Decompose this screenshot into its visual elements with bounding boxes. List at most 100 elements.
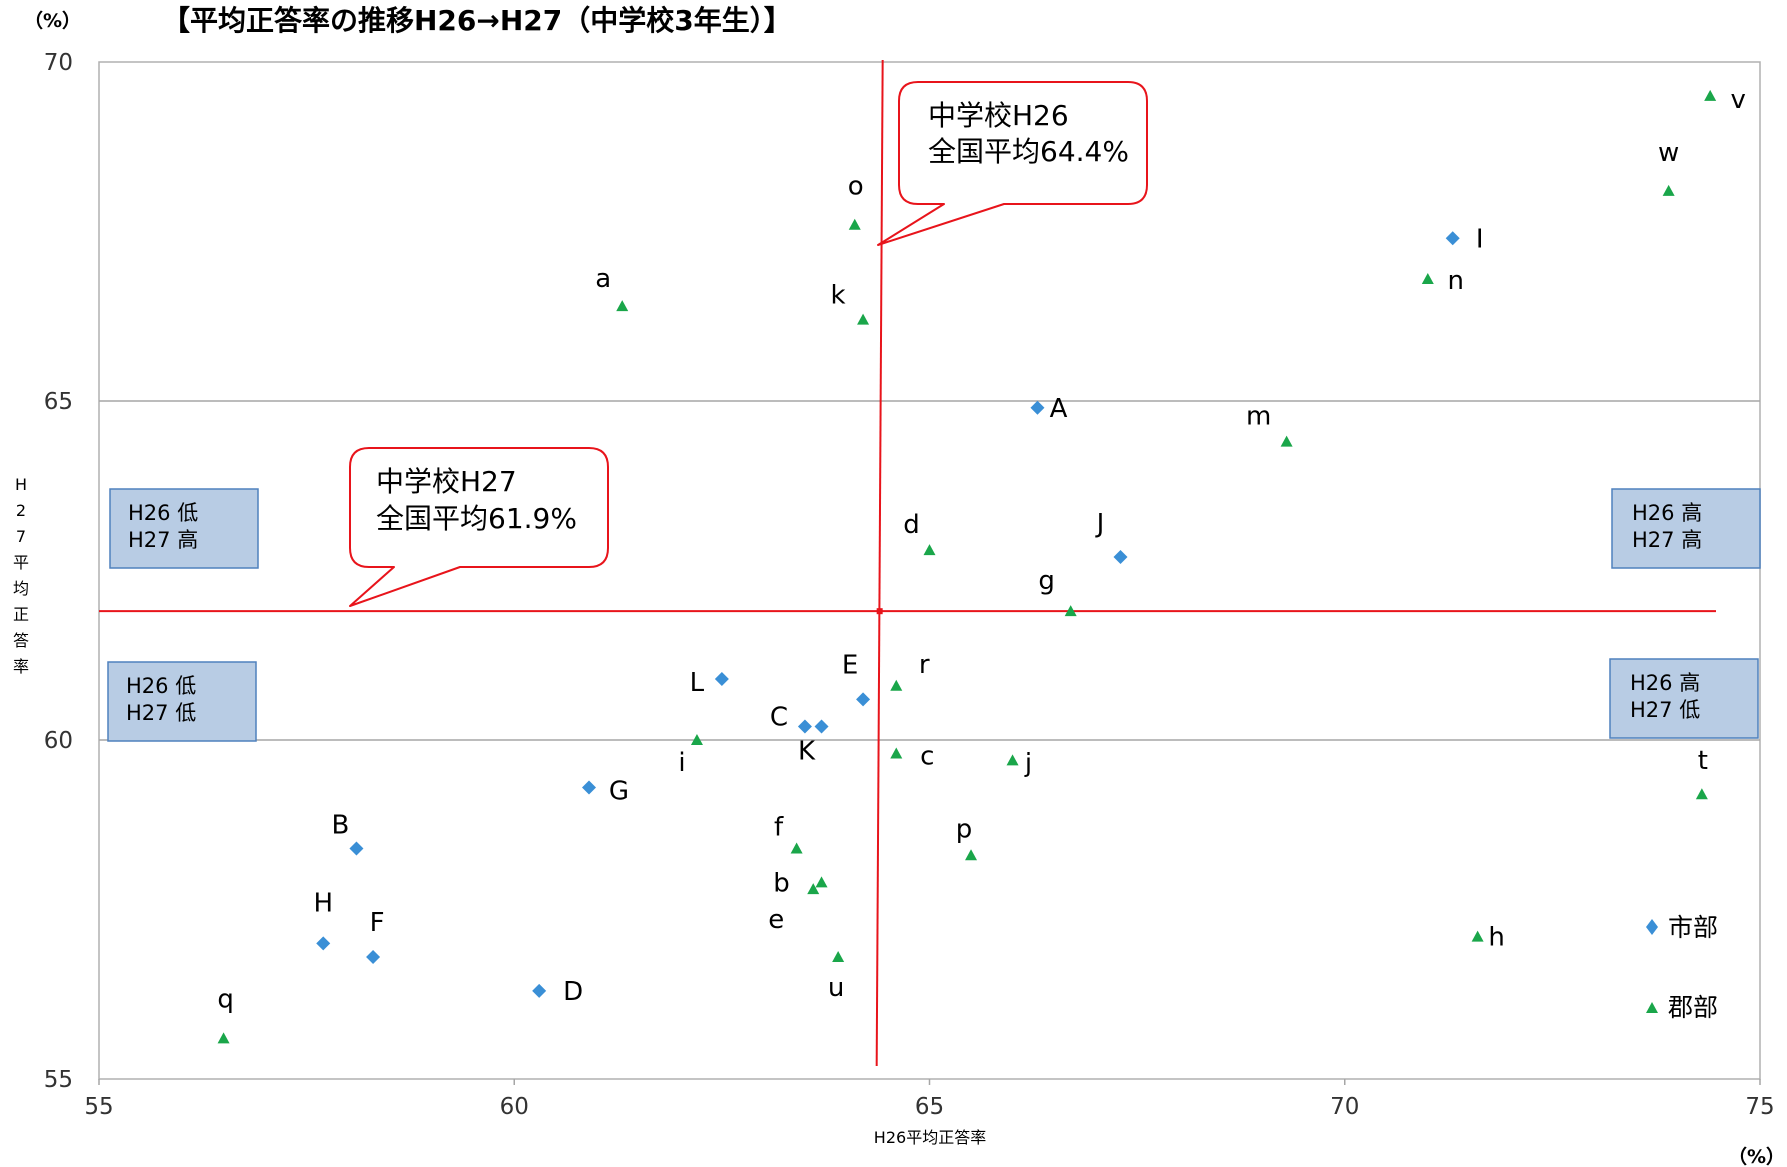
point-gunbu-q — [217, 1032, 230, 1044]
gridlines — [99, 400, 1760, 741]
point-label-gunbu-u: u — [828, 973, 844, 1003]
callout-h26-line2: 全国平均64.4% — [928, 135, 1129, 168]
legend-marker-gunbu — [1646, 1002, 1658, 1013]
point-label-shibu-F: F — [370, 908, 385, 938]
point-label-shibu-D: D — [563, 977, 583, 1007]
point-label-shibu-J: J — [1095, 509, 1105, 539]
point-gunbu-k — [857, 313, 870, 325]
point-shibu-H — [316, 936, 331, 951]
y-axis-title: H 2 7 平均正答率 — [13, 475, 29, 676]
point-gunbu-m — [1280, 435, 1293, 447]
point-gunbu-w — [1662, 184, 1675, 196]
point-shibu-E — [856, 692, 871, 707]
point-gunbu-j — [1006, 754, 1019, 766]
y-unit-label: （%） — [24, 9, 81, 32]
point-gunbu-i — [690, 734, 703, 745]
point-gunbu-r — [890, 679, 903, 691]
point-shibu-L — [714, 671, 729, 686]
point-gunbu-t — [1695, 788, 1708, 800]
callout-h26: 中学校H26 全国平均64.4% — [877, 81, 1148, 246]
point-shibu-G — [581, 780, 596, 795]
quadrant-top-left: H26 低 H27 高 — [109, 488, 259, 569]
quadrant-bottom-right-line2: H27 低 — [1630, 698, 1700, 722]
point-gunbu-u — [832, 950, 845, 962]
point-label-gunbu-d: d — [903, 510, 920, 540]
point-label-gunbu-e: e — [768, 905, 784, 935]
reference-lines — [99, 59, 1716, 1067]
point-gunbu-g — [1064, 605, 1077, 617]
callout-h27-line1: 中学校H27 — [376, 465, 517, 498]
point-label-gunbu-i: i — [678, 748, 685, 778]
quadrant-bottom-right: H26 高 H27 低 — [1609, 658, 1759, 739]
quadrant-bottom-left: H26 低 H27 低 — [107, 661, 257, 742]
point-label-gunbu-g: g — [1038, 566, 1055, 596]
point-shibu-A — [1030, 400, 1045, 415]
point-shibu-J — [1113, 549, 1128, 564]
legend-label-gunbu: 郡部 — [1668, 993, 1718, 1022]
point-shibu-K — [814, 719, 829, 734]
point-label-gunbu-q: q — [217, 984, 234, 1014]
point-label-gunbu-v: v — [1730, 85, 1745, 115]
point-gunbu-b — [815, 876, 828, 888]
plot-area — [98, 61, 1761, 1080]
point-label-gunbu-j: j — [1024, 748, 1032, 778]
point-label-shibu-C: C — [770, 702, 788, 732]
point-label-gunbu-t: t — [1698, 746, 1708, 776]
point-label-shibu-H: H — [313, 888, 333, 918]
quadrant-bottom-left-line1: H26 低 — [126, 674, 196, 698]
point-label-shibu-B: B — [332, 810, 350, 840]
point-label-gunbu-a: a — [595, 264, 611, 294]
legend-label-shibu: 市部 — [1668, 913, 1718, 942]
quadrant-top-left-line1: H26 低 — [128, 501, 198, 525]
callout-h26-line1: 中学校H26 — [928, 99, 1069, 132]
point-label-shibu-E: E — [842, 650, 858, 680]
point-label-shibu-L: L — [690, 668, 705, 698]
point-gunbu-f — [790, 842, 803, 854]
point-shibu-I — [1445, 231, 1460, 246]
x-unit-label: （%） — [1728, 1145, 1785, 1167]
point-label-shibu-I: I — [1476, 224, 1484, 254]
quadrant-top-left-line2: H27 高 — [128, 528, 198, 552]
chart-title: 【平均正答率の推移H26→H27（中学校3年生）】 — [162, 4, 792, 37]
point-label-gunbu-o: o — [848, 172, 864, 202]
point-gunbu-d — [923, 544, 936, 556]
x-tick-label-60: 60 — [500, 1094, 529, 1120]
data-points: A B C D E F G H I J K La b c d e f g h i j k m n o p q r t u v w — [217, 85, 1746, 1044]
point-label-gunbu-p: p — [956, 814, 973, 844]
y-tick-label-55: 55 — [44, 1067, 73, 1093]
point-gunbu-a — [616, 300, 629, 312]
point-label-gunbu-f: f — [774, 812, 784, 842]
x-tick-label-70: 70 — [1330, 1094, 1359, 1120]
point-label-shibu-A: A — [1050, 394, 1068, 424]
y-tick-label-65: 65 — [44, 389, 73, 415]
point-label-gunbu-b: b — [773, 868, 790, 898]
quadrant-top-right-line2: H27 高 — [1632, 528, 1702, 552]
point-gunbu-o — [848, 218, 861, 230]
point-label-gunbu-h: h — [1488, 923, 1504, 953]
h26-average-line — [875, 59, 884, 1067]
point-gunbu-n — [1421, 272, 1434, 284]
point-label-shibu-K: K — [798, 736, 816, 766]
callout-h27: 中学校H27 全国平均61.9% — [349, 447, 609, 607]
quadrant-bottom-left-line2: H27 低 — [126, 701, 196, 725]
x-tick-label-55: 55 — [84, 1094, 113, 1120]
point-gunbu-v — [1704, 89, 1717, 101]
point-label-gunbu-n: n — [1448, 266, 1464, 296]
point-label-gunbu-k: k — [831, 281, 846, 311]
point-gunbu-h — [1471, 930, 1484, 942]
legend: 市部 郡部 — [1646, 913, 1718, 1022]
point-label-gunbu-r: r — [919, 650, 930, 680]
point-gunbu-p — [965, 849, 978, 861]
point-shibu-D — [532, 983, 547, 998]
quadrant-top-right: H26 高 H27 高 — [1611, 488, 1761, 569]
quadrant-top-right-line1: H26 高 — [1632, 501, 1702, 525]
x-tick-label-65: 65 — [915, 1094, 944, 1120]
point-gunbu-e — [807, 883, 820, 895]
point-label-gunbu-m: m — [1246, 402, 1271, 432]
legend-marker-shibu — [1646, 919, 1658, 935]
callout-h27-line2: 全国平均61.9% — [376, 502, 577, 535]
x-tick-label-75: 75 — [1745, 1094, 1774, 1120]
axis-ticks: 55 60 65 70 55 60 65 70 75 — [44, 50, 1775, 1120]
point-label-gunbu-c: c — [920, 742, 934, 772]
